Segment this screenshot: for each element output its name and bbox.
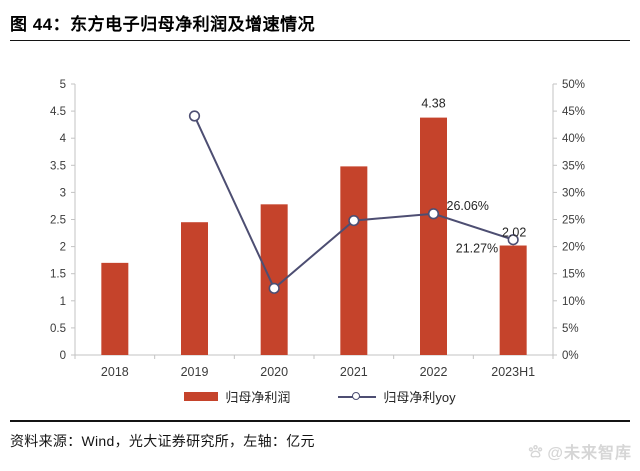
figure-title: 图 44：东方电子归母净利润及增速情况 <box>10 15 316 34</box>
left-axis-label: 0.5 <box>50 323 66 335</box>
x-axis-label-2023H1: 2023H1 <box>491 365 535 379</box>
legend-item-net-profit: 归母净利润 <box>184 387 290 406</box>
yoy-marker-2019 <box>188 110 201 122</box>
yoy-marker-2022 <box>427 208 440 220</box>
left-axis-label: 4.5 <box>50 106 66 118</box>
left-axis-label: 0 <box>60 350 66 362</box>
right-axis-label: 25% <box>562 215 585 227</box>
left-axis-label: 3 <box>60 187 66 199</box>
data-label: 21.27% <box>456 242 498 256</box>
left-axis-label: 1 <box>60 296 66 308</box>
right-axis-label: 45% <box>562 106 585 118</box>
line-series-swatch <box>338 391 377 402</box>
data-label: 4.38 <box>421 97 445 111</box>
left-axis-label: 3.5 <box>50 160 66 172</box>
right-axis-label: 20% <box>562 242 585 254</box>
bar-2022 <box>420 117 447 355</box>
title-divider <box>10 40 630 41</box>
left-axis-label: 1.5 <box>50 269 66 281</box>
right-axis-label: 30% <box>562 187 585 199</box>
right-axis-label: 50% <box>562 79 585 91</box>
combo-chart: 00.511.522.533.544.550%5%10%15%20%25%30%… <box>50 79 585 379</box>
yoy-marker-2020 <box>268 282 280 294</box>
bar-2023H1 <box>499 245 527 355</box>
x-axis-label-2018: 2018 <box>101 365 129 379</box>
bar-2019 <box>181 222 208 355</box>
bar-series-swatch <box>184 392 219 401</box>
x-axis-label-2019: 2019 <box>181 365 209 379</box>
right-axis-label: 0% <box>562 350 579 362</box>
data-label: 2.02 <box>502 226 526 240</box>
left-axis-label: 2.5 <box>50 215 66 227</box>
right-axis-label: 15% <box>562 269 585 281</box>
x-axis-label-2021: 2021 <box>340 365 368 379</box>
left-axis-label: 4 <box>60 133 67 145</box>
source-note: 资料来源：Wind，光大证券研究所，左轴：亿元 <box>10 433 315 449</box>
footer-divider <box>10 420 630 422</box>
x-axis-label-2020: 2020 <box>260 365 288 379</box>
watermark-text: @未来智库 <box>547 445 632 462</box>
left-axis-label: 2 <box>60 242 66 254</box>
x-axis-label-2022: 2022 <box>420 365 448 379</box>
data-label: 26.06% <box>447 199 489 213</box>
paw-icon <box>529 444 543 458</box>
watermark: @未来智库 <box>527 439 632 463</box>
right-axis-label: 5% <box>562 323 579 335</box>
left-axis-label: 5 <box>60 79 66 91</box>
legend-label-net-profit: 归母净利润 <box>225 390 291 405</box>
legend-item-yoy: 归母净利yoy <box>338 387 456 406</box>
legend-label-yoy: 归母净利yoy <box>383 390 456 405</box>
bar-2018 <box>101 262 129 355</box>
chart-legend: 归母净利润 归母净利yoy <box>0 387 640 406</box>
right-axis-label: 35% <box>562 160 585 172</box>
line-swatch-marker <box>352 392 361 400</box>
bar-2021 <box>340 166 368 355</box>
right-axis-label: 40% <box>562 133 585 145</box>
yoy-marker-2021 <box>348 214 360 227</box>
yoy-marker-2023H1 <box>507 234 519 246</box>
right-axis-label: 10% <box>562 296 585 308</box>
